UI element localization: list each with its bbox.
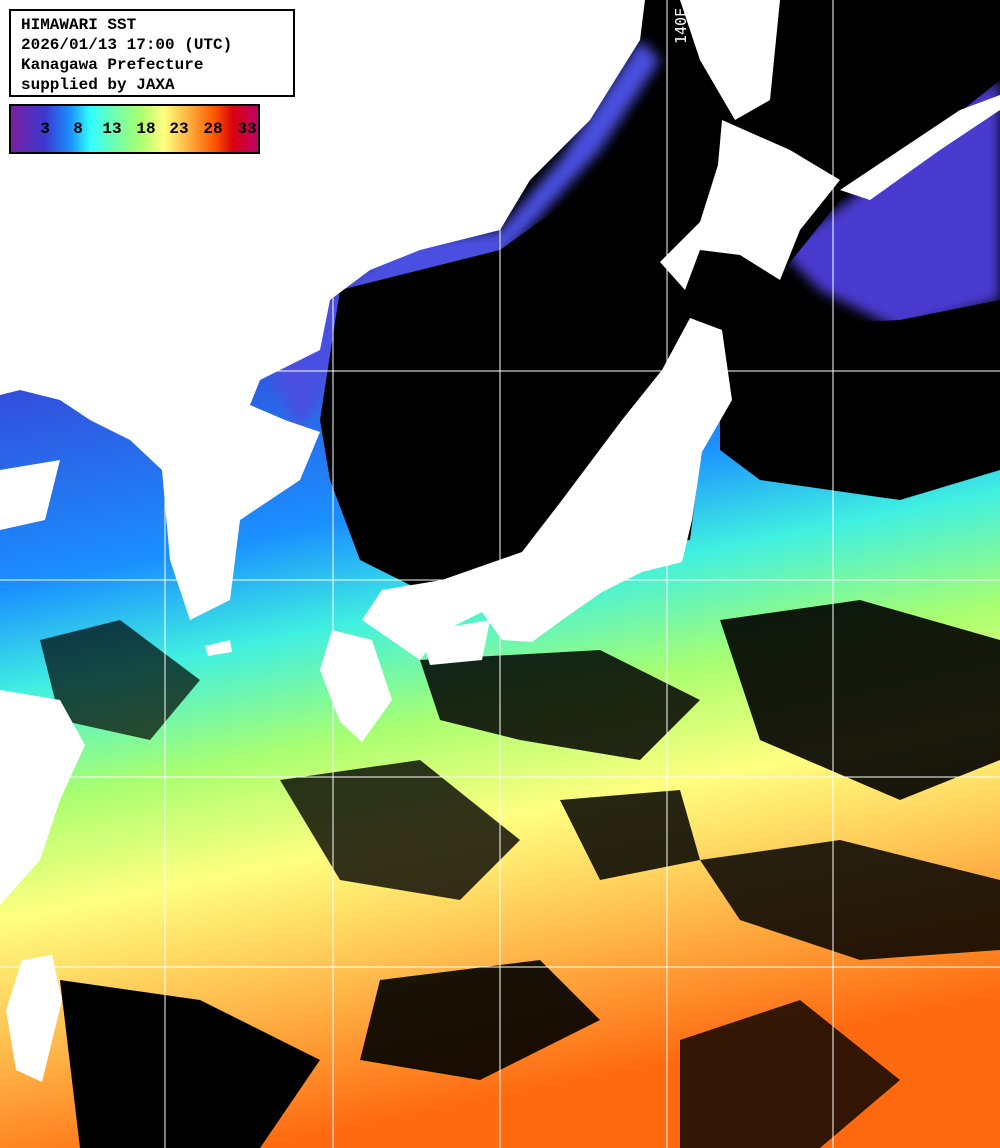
colorbar-tick: 13: [102, 120, 122, 138]
lat-label-40n: 40N: [12, 351, 40, 369]
land-sakhalin: [680, 0, 780, 120]
colorbar-tick: 18: [136, 120, 156, 138]
title: HIMAWARI SST: [21, 16, 137, 34]
lon-label-140e: 140E: [672, 7, 690, 44]
info-box: HIMAWARI SST 2026/01/13 17:00 (UTC) Kana…: [9, 9, 295, 97]
land-jeju: [205, 640, 232, 656]
land-kyushu: [320, 630, 392, 742]
land-china-coast: [0, 690, 85, 905]
land-china-bay: [0, 460, 60, 530]
land-kuril: [840, 95, 1000, 200]
land-taiwan: [6, 955, 62, 1082]
land: [0, 0, 1000, 1082]
region: Kanagawa Prefecture: [21, 56, 204, 74]
land-honshu: [362, 318, 732, 660]
colorbar: 3 8 13 18 23 28 33: [9, 104, 260, 154]
credit: supplied by JAXA: [21, 76, 175, 94]
colorbar-tick: 3: [40, 120, 50, 138]
lat-label-30n: 30N: [12, 757, 40, 775]
land-hokkaido: [660, 120, 840, 290]
colorbar-tick: 28: [203, 120, 223, 138]
land-island: [400, 128, 428, 165]
land-shikoku: [420, 620, 490, 665]
colorbar-tick: 33: [237, 120, 257, 138]
land-asia-mainland-north: [0, 0, 645, 620]
colorbar-tick: 8: [73, 120, 83, 138]
datetime: 2026/01/13 17:00 (UTC): [21, 36, 233, 54]
cloud-mask: [40, 0, 1000, 1148]
colorbar-tick: 23: [169, 120, 189, 138]
